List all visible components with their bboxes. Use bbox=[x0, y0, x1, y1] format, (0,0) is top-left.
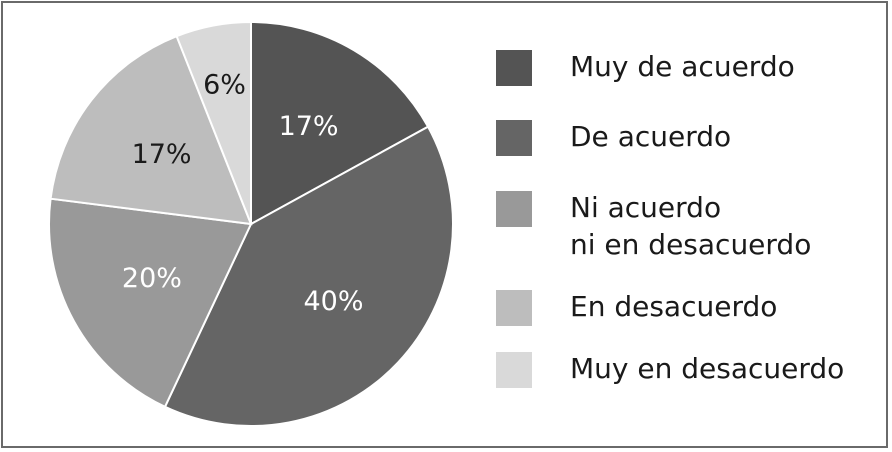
legend-label-de-acuerdo: De acuerdo bbox=[570, 120, 732, 153]
legend-item-muy-en-desacuerdo: Muy en desacuerdo bbox=[496, 352, 844, 388]
pie-slice-muy-en-desacuerdo bbox=[175, 20, 252, 225]
legend-label-en-desacuerdo: En desacuerdo bbox=[570, 290, 778, 323]
legend-item-en-desacuerdo: En desacuerdo bbox=[496, 290, 777, 326]
slice-label-ni-acuerdo-ni-en-desacuerdo: 20% bbox=[122, 263, 182, 294]
slice-label-muy-de-acuerdo: 17% bbox=[279, 111, 339, 142]
pie-slice-de-acuerdo bbox=[163, 125, 454, 427]
legend-item-ni-acuerdo: Ni acuerdo ni en desacuerdo bbox=[496, 191, 811, 263]
legend-label-muy-en-desacuerdo: Muy en desacuerdo bbox=[570, 352, 845, 385]
legend-swatch-de-acuerdo bbox=[496, 120, 532, 156]
legend-item-de-acuerdo: De acuerdo bbox=[496, 120, 731, 156]
legend-swatch-ni-acuerdo bbox=[496, 191, 532, 227]
legend-swatch-muy-de-acuerdo bbox=[496, 50, 532, 86]
slice-label-en-desacuerdo: 17% bbox=[132, 139, 192, 170]
pie-slice-ni-acuerdo-ni-en-desacuerdo bbox=[48, 197, 253, 409]
slice-label-muy-en-desacuerdo: 6% bbox=[203, 70, 246, 101]
slice-label-de-acuerdo: 40% bbox=[303, 286, 363, 317]
pie-slice-muy-de-acuerdo bbox=[250, 20, 430, 226]
pie-slice-en-desacuerdo bbox=[49, 34, 253, 226]
legend-item-muy-de-acuerdo: Muy de acuerdo bbox=[496, 50, 795, 86]
legend-label-ni-acuerdo: Ni acuerdo ni en desacuerdo bbox=[570, 191, 812, 261]
legend-swatch-muy-en-desacuerdo bbox=[496, 352, 532, 388]
legend-label-muy-de-acuerdo: Muy de acuerdo bbox=[570, 50, 795, 83]
legend-swatch-en-desacuerdo bbox=[496, 290, 532, 326]
